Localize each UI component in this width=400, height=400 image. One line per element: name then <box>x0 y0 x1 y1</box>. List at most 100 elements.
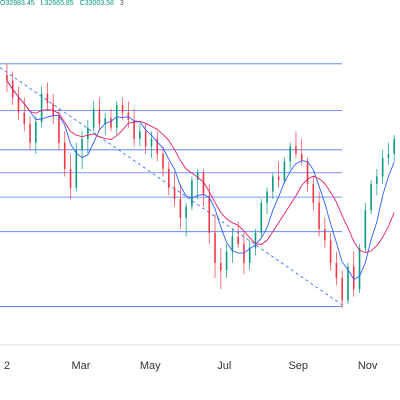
candle-body <box>254 232 257 248</box>
candle-body <box>144 131 147 147</box>
candle-body <box>156 138 159 154</box>
candles-layer <box>6 63 396 308</box>
candle <box>98 97 101 132</box>
candle <box>17 86 20 121</box>
candle <box>115 101 118 136</box>
candle <box>231 229 234 263</box>
candle-body <box>312 184 315 203</box>
candle <box>162 146 164 177</box>
moving-average-fast <box>6 80 395 280</box>
candle <box>341 270 343 308</box>
candle-body <box>272 176 274 192</box>
candle-body <box>289 146 291 162</box>
candle-body <box>139 131 141 139</box>
candle-body <box>318 202 320 230</box>
candle <box>69 153 72 200</box>
candle <box>324 217 326 248</box>
candle <box>381 150 384 184</box>
candle-body <box>69 168 72 188</box>
candle <box>220 247 222 290</box>
candle <box>191 176 193 211</box>
candle-body <box>220 262 222 271</box>
candle-body <box>35 122 37 143</box>
candle <box>295 131 297 158</box>
candle-body <box>266 191 268 203</box>
candle <box>133 108 135 147</box>
candle <box>272 172 274 200</box>
horizontal-levels <box>0 63 342 307</box>
candle <box>318 191 320 237</box>
candle <box>167 161 170 196</box>
ohlc-readout: O32983.45 L32665.85 C33003.58 3 <box>0 0 128 7</box>
candle-body <box>58 116 60 143</box>
candle <box>40 86 43 128</box>
candle-body <box>295 146 297 154</box>
candle-body <box>364 210 367 248</box>
candle-body <box>260 202 263 233</box>
candle <box>352 251 355 297</box>
candle <box>179 184 182 230</box>
candle-body <box>75 150 78 188</box>
candle-body <box>335 262 338 278</box>
candle <box>144 123 147 154</box>
candle-body <box>87 127 89 139</box>
candle-body <box>40 93 43 123</box>
candle <box>35 116 37 154</box>
candle-body <box>196 172 199 181</box>
candle-body <box>52 103 54 117</box>
candle <box>289 142 291 169</box>
candle <box>370 180 372 215</box>
x-axis-ticks: 2 Mar May Jul Sep Nov <box>4 360 378 372</box>
candle <box>248 240 251 271</box>
candle-body <box>208 195 211 233</box>
candle-body <box>121 105 124 113</box>
candle-body <box>248 247 251 263</box>
candle-body <box>341 277 343 301</box>
candle-body <box>202 172 205 196</box>
moving-average-slow <box>6 80 395 254</box>
x-tick-label: Mar <box>71 360 90 372</box>
candle-body <box>133 120 135 139</box>
candle <box>46 82 49 109</box>
candle-body <box>167 168 170 188</box>
x-tick-label: 2 <box>4 360 10 372</box>
candle <box>283 157 286 184</box>
candle <box>277 161 280 188</box>
candle <box>185 202 187 237</box>
candle-body <box>300 153 303 162</box>
candle-body <box>376 176 378 184</box>
candle-body <box>179 199 182 218</box>
candle-body <box>214 232 216 263</box>
candle-body <box>23 112 26 124</box>
candle <box>364 202 367 252</box>
candle <box>63 131 66 177</box>
candle <box>387 142 390 166</box>
candle-body <box>104 118 107 124</box>
candle-body <box>92 108 95 128</box>
candle <box>266 187 268 215</box>
candle-body <box>352 266 355 290</box>
candle <box>29 116 31 151</box>
candle-body <box>162 153 164 169</box>
x-tick-label: May <box>140 360 161 372</box>
readout-low: L32665.85 <box>40 0 74 7</box>
candle-body <box>277 176 280 181</box>
candle <box>329 232 332 271</box>
candle <box>237 221 239 248</box>
candle <box>121 97 124 121</box>
candle-body <box>6 75 8 81</box>
readout-open: O32983.45 <box>0 0 35 7</box>
candle-body <box>17 97 20 113</box>
candle-body <box>191 180 193 207</box>
candle-body <box>150 138 153 147</box>
candle-body <box>347 266 349 301</box>
candle-body <box>329 240 332 263</box>
candle <box>156 131 159 162</box>
candle-body <box>185 206 187 218</box>
x-tick-label: Jul <box>217 360 231 372</box>
candle-body <box>358 247 361 290</box>
candle <box>393 135 396 162</box>
candle-body <box>381 157 384 177</box>
